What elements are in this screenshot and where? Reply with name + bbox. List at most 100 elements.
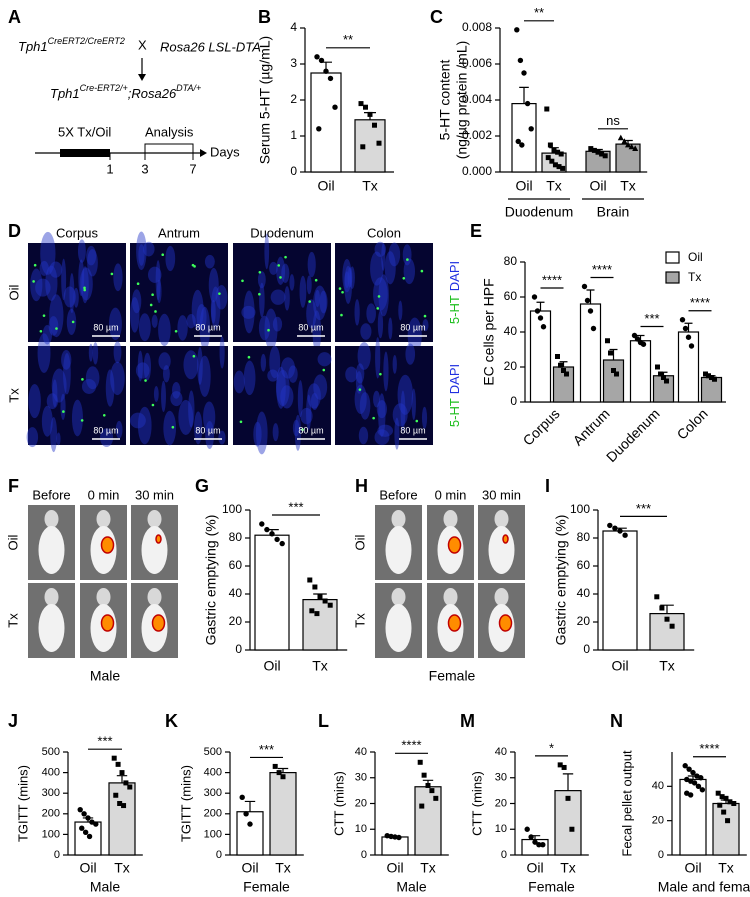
- x-axis-label: Male and female: [658, 879, 750, 895]
- data-point: [569, 826, 575, 832]
- sex-label: Female: [429, 668, 476, 684]
- tissue: [373, 390, 381, 408]
- analysis-bracket: [144, 143, 194, 153]
- scale-bar-label: 80 µm: [93, 322, 118, 332]
- tissue: [41, 405, 53, 437]
- signal: [447, 614, 462, 632]
- data-point: [127, 784, 133, 790]
- tissue: [208, 267, 219, 303]
- tissue: [306, 275, 312, 295]
- y-tick-label: 3: [290, 56, 297, 70]
- tissue: [299, 275, 307, 308]
- data-point: [703, 371, 708, 377]
- tissue: [394, 417, 400, 450]
- timeline-day: 7: [189, 161, 196, 176]
- y-tick-label: 20: [577, 614, 591, 628]
- data-point: [690, 769, 696, 776]
- y-tick-label: 300: [42, 787, 60, 799]
- data-point: [82, 829, 89, 836]
- data-point: [117, 801, 123, 806]
- tissue: [86, 245, 97, 266]
- data-point: [419, 803, 425, 809]
- mouse-body: [38, 604, 65, 652]
- panel-label: F: [8, 476, 19, 496]
- bar: [529, 310, 552, 403]
- tissue: [276, 256, 286, 285]
- error-bar: [586, 289, 595, 304]
- tissue: [61, 350, 72, 370]
- tissue: [272, 423, 279, 442]
- panel-label: D: [8, 221, 21, 241]
- data-point: [421, 772, 427, 778]
- data-point: [686, 766, 692, 772]
- tissue: [292, 419, 300, 437]
- data-point: [514, 27, 520, 33]
- ec-cell: [308, 300, 311, 303]
- y-tick-label: 60: [504, 289, 518, 303]
- data-point: [602, 153, 608, 159]
- tissue: [357, 342, 371, 370]
- data-point: [276, 770, 282, 776]
- tissue: [276, 366, 286, 409]
- bar: [108, 782, 136, 856]
- tissue: [241, 305, 256, 319]
- ec-cell: [102, 413, 106, 417]
- tissue: [77, 239, 86, 263]
- data-point: [556, 164, 562, 170]
- tissue: [171, 381, 181, 399]
- tissue: [243, 360, 256, 396]
- data-point: [79, 825, 85, 831]
- tissue: [260, 353, 267, 372]
- tissue: [257, 271, 266, 289]
- mouse-head: [44, 588, 59, 606]
- tissue: [403, 258, 416, 285]
- tissue: [56, 432, 61, 446]
- y-tick-label: 20: [504, 359, 518, 373]
- data-point: [682, 763, 688, 769]
- data-point: [81, 811, 87, 817]
- tissue: [48, 316, 59, 336]
- ec-cell: [193, 265, 196, 268]
- tissue: [383, 351, 389, 392]
- tissue: [191, 289, 204, 330]
- gene: ;Rosa26: [128, 86, 177, 101]
- ec-cell: [171, 425, 175, 429]
- data-point: [243, 811, 249, 817]
- data-point: [564, 371, 569, 377]
- data-point: [621, 138, 628, 144]
- significance-label: ***: [644, 311, 659, 326]
- y-tick-label: 300: [204, 787, 222, 799]
- allele: DTA/+: [176, 83, 201, 93]
- cross-symbol: X: [138, 37, 147, 52]
- row-label: Tx: [6, 388, 21, 403]
- tissue: [156, 279, 162, 304]
- x-tick-label: Tx: [546, 178, 562, 194]
- tissue: [105, 369, 115, 407]
- data-point: [614, 371, 619, 377]
- tissue: [312, 310, 322, 353]
- y-tick-label: 20: [652, 815, 664, 827]
- mouse-body: [385, 604, 412, 652]
- y-tick-label: 80: [504, 254, 518, 268]
- data-point: [239, 794, 245, 801]
- mouse-head: [443, 588, 458, 606]
- sex-label: Male: [90, 668, 121, 684]
- stain-dapi: DAPI: [447, 364, 462, 394]
- error-bar: [684, 322, 693, 332]
- x-tick-label: Tx: [560, 860, 576, 876]
- tissue: [115, 420, 123, 439]
- ec-cell: [42, 314, 46, 317]
- mouse-head: [147, 588, 162, 606]
- data-point: [698, 775, 704, 781]
- ec-cell: [83, 288, 86, 292]
- data-point: [715, 790, 721, 796]
- stain-label: 5-HT DAPI: [447, 261, 462, 324]
- ec-cell: [33, 263, 37, 267]
- data-point: [560, 165, 566, 171]
- tissue: [198, 355, 211, 397]
- mouse-body: [385, 526, 412, 574]
- ec-cell: [81, 378, 84, 381]
- data-point: [679, 317, 686, 323]
- data-point: [612, 525, 618, 531]
- tissue: [355, 371, 363, 394]
